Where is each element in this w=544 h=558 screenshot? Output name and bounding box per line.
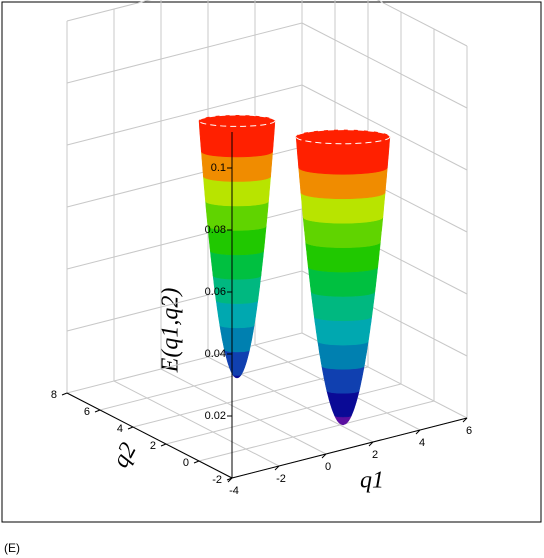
surface-band bbox=[215, 300, 259, 329]
x-tick-label: -4 bbox=[229, 485, 239, 497]
x-axis bbox=[231, 417, 468, 479]
caption: (E) bbox=[4, 541, 20, 555]
y-tick bbox=[61, 392, 68, 396]
z-tick-label: 0.02 bbox=[205, 410, 226, 422]
x-tick bbox=[368, 441, 374, 447]
grid-line bbox=[301, 22, 468, 109]
x-tick-label: 4 bbox=[419, 437, 425, 449]
y-tick bbox=[160, 443, 167, 447]
y-axis bbox=[66, 392, 233, 479]
grid-line bbox=[160, 368, 327, 455]
surface-top bbox=[295, 129, 391, 145]
y-tick-label: 8 bbox=[51, 389, 57, 401]
x-tick bbox=[415, 429, 421, 435]
grid-line bbox=[66, 332, 303, 394]
y-tick-label: 4 bbox=[117, 423, 123, 435]
y-axis-title: q2 bbox=[108, 439, 142, 472]
y-tick-label: 6 bbox=[84, 406, 90, 418]
y-tick bbox=[193, 460, 200, 464]
surface-band bbox=[317, 341, 369, 370]
x-tick-label: 2 bbox=[372, 449, 378, 461]
x-tick-label: 6 bbox=[466, 425, 472, 437]
x-tick bbox=[274, 465, 280, 471]
surface-top bbox=[198, 114, 276, 127]
y-tick bbox=[94, 409, 101, 413]
z-tick-label: 0.06 bbox=[205, 286, 226, 298]
grid-line bbox=[301, 84, 468, 171]
grid-line bbox=[66, 84, 303, 146]
z-tick-label: 0.1 bbox=[211, 162, 226, 174]
y-tick-label: -2 bbox=[212, 474, 222, 486]
x-axis-title: q1 bbox=[360, 468, 384, 494]
grid-line bbox=[113, 380, 280, 467]
y-tick-label: 2 bbox=[150, 440, 156, 452]
y-tick bbox=[226, 477, 233, 481]
grid-line bbox=[198, 400, 435, 462]
z-tick-label: 0.04 bbox=[205, 348, 226, 360]
y-tick-label: 0 bbox=[183, 457, 189, 469]
frame bbox=[1, 1, 542, 523]
grid-line bbox=[66, 22, 303, 84]
x-tick bbox=[462, 417, 468, 423]
box-edge bbox=[66, 0, 152, 22]
surface-band bbox=[326, 390, 360, 418]
surface-band bbox=[321, 365, 365, 394]
y-tick bbox=[127, 426, 134, 430]
box-edge bbox=[376, 0, 468, 47]
x-tick-label: 0 bbox=[325, 461, 331, 473]
x-tick-label: -2 bbox=[276, 473, 286, 485]
x-tick bbox=[321, 453, 327, 459]
grid-line bbox=[165, 383, 402, 445]
grid-line bbox=[66, 270, 303, 332]
grid-line bbox=[99, 349, 336, 411]
surface-band bbox=[210, 250, 264, 280]
z-tick-label: 0.08 bbox=[205, 224, 226, 236]
